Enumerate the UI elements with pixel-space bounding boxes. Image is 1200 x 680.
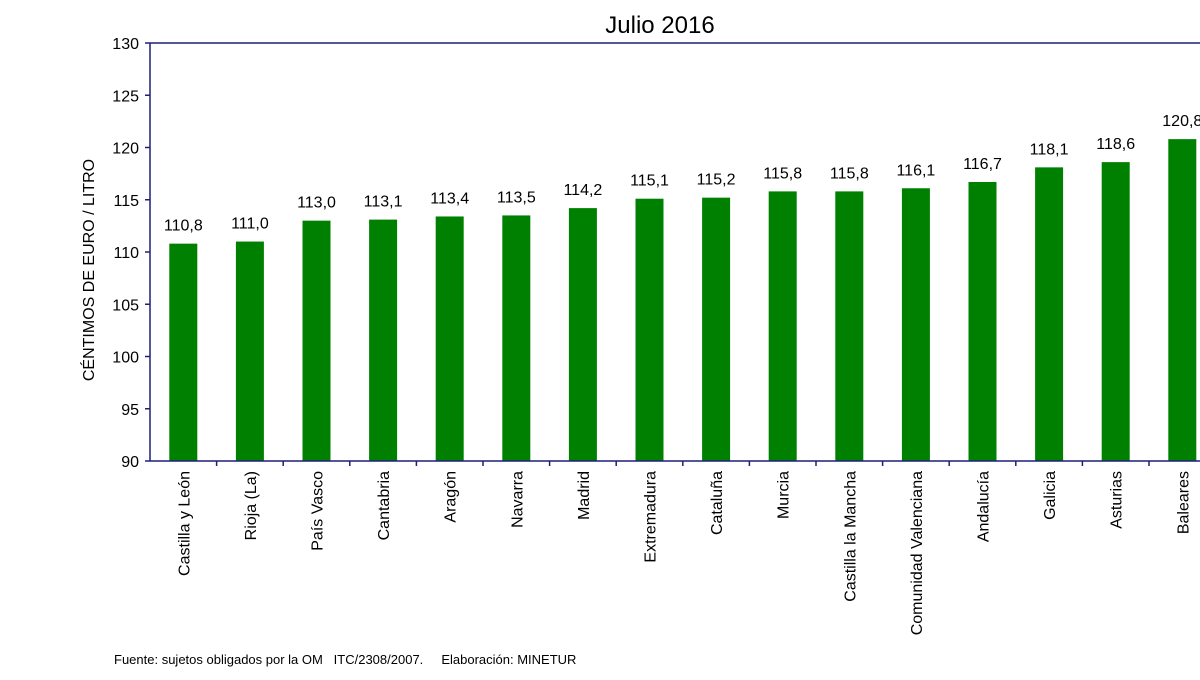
- bar: [901, 188, 930, 461]
- data-label: 115,2: [697, 172, 736, 189]
- y-tick-label: 100: [112, 350, 139, 367]
- data-label: 116,1: [896, 162, 935, 179]
- y-tick-label: 110: [113, 245, 139, 262]
- bar: [1168, 139, 1197, 461]
- data-label: 115,1: [630, 173, 669, 190]
- x-tick-label: Extremadura: [643, 471, 660, 563]
- x-tick-label: Navarra: [509, 471, 526, 528]
- data-label: 120,8: [1162, 113, 1200, 130]
- data-label: 115,8: [830, 165, 869, 182]
- bar: [302, 220, 331, 461]
- data-label: 111,0: [231, 216, 269, 233]
- y-axis-label: CÉNTIMOS DE EURO / LITRO: [79, 159, 98, 381]
- y-tick-label: 105: [112, 297, 139, 314]
- bar: [835, 191, 864, 461]
- bar: [1101, 162, 1130, 461]
- bar: [169, 243, 198, 461]
- chart-title: Julio 2016: [605, 12, 714, 39]
- bar: [369, 219, 398, 461]
- x-tick-label: Galicia: [1042, 471, 1059, 520]
- plot-area: 90 95 100 105 110 115 120 125 130 110,8 Castilla y…: [112, 36, 1200, 635]
- x-tick-label: Aragón: [443, 471, 460, 523]
- data-label: 114,2: [563, 182, 602, 199]
- y-tick-label: 120: [112, 141, 139, 158]
- bar: [968, 181, 997, 462]
- x-tick-label: Cantabria: [376, 471, 393, 540]
- y-tick-label: 115: [113, 193, 139, 210]
- y-tick-label: 130: [112, 36, 139, 53]
- y-tick-label: 90: [121, 454, 139, 471]
- x-tick-label: Comunidad Valenciana: [909, 471, 926, 635]
- bar: [635, 198, 664, 461]
- bar: [1035, 167, 1064, 462]
- x-tick-label: Murcia: [776, 471, 793, 519]
- y-tick-label: 95: [121, 402, 139, 419]
- bar: [502, 215, 531, 461]
- x-tick-label: Rioja (La): [243, 471, 260, 540]
- data-label: 113,1: [364, 194, 403, 211]
- data-label: 110,8: [164, 218, 203, 235]
- x-tick-label: Baleares: [1175, 471, 1192, 534]
- x-tick-label: Madrid: [576, 471, 593, 520]
- bar: [435, 216, 464, 461]
- data-label: 118,6: [1096, 136, 1135, 153]
- bar: [702, 197, 731, 461]
- data-label: 113,0: [297, 195, 336, 212]
- x-tick-label: Asturias: [1109, 471, 1126, 529]
- y-tick-label: 125: [112, 88, 139, 105]
- x-tick-label: Castilla y León: [176, 471, 193, 576]
- x-tick-label: Castilla la Mancha: [842, 471, 859, 602]
- x-tick-label: Andalucía: [976, 471, 993, 542]
- data-label: 113,4: [430, 190, 469, 207]
- bar: [768, 191, 797, 461]
- x-tick-label: País Vasco: [310, 471, 327, 551]
- data-label: 113,5: [497, 189, 536, 206]
- x-tick-label: Cataluña: [709, 471, 726, 535]
- data-label: 115,8: [763, 165, 802, 182]
- source-note: Fuente: sujetos obligados por la OM ITC/…: [114, 652, 577, 667]
- bar: [568, 208, 597, 461]
- data-label: 118,1: [1030, 141, 1069, 158]
- data-label: 116,7: [963, 156, 1002, 173]
- bar: [235, 241, 264, 461]
